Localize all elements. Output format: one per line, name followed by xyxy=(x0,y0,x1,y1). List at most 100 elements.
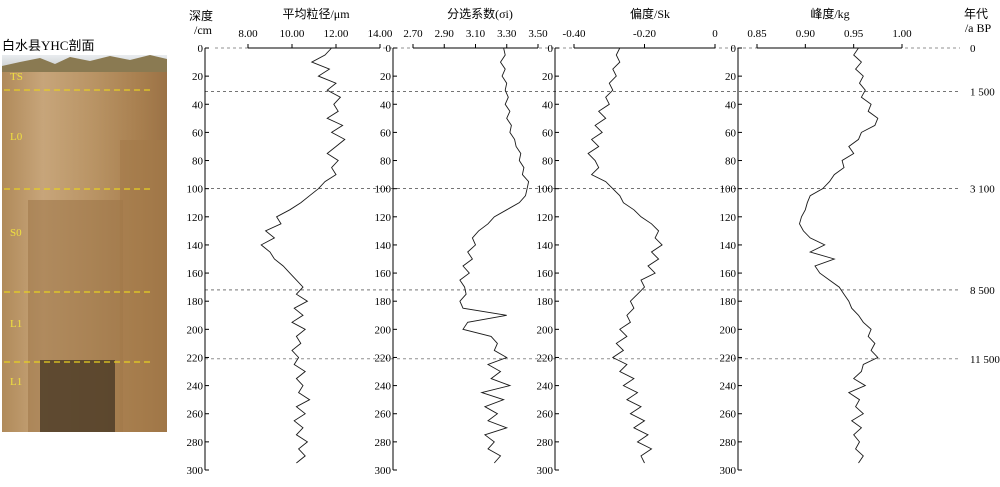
panel-x-tick-label: 3.50 xyxy=(528,28,548,40)
depth-tick-label: 200 xyxy=(720,324,737,336)
panel-x-tick-label: -0.40 xyxy=(563,28,586,40)
depth-tick-label: 80 xyxy=(542,156,554,168)
profile-layer-lines: TS L0 S0 L1 L1 xyxy=(4,71,150,388)
depth-tick-label: 280 xyxy=(720,437,737,449)
depth-tick-label: 120 xyxy=(375,212,392,224)
panel-x-tick-label: 10.00 xyxy=(280,28,305,40)
depth-tick-label: 20 xyxy=(380,71,392,83)
depth-tick-label: 80 xyxy=(192,156,204,168)
depth-tick-label: 140 xyxy=(720,240,737,252)
depth-tick-label: 260 xyxy=(720,409,737,421)
depth-tick-label: 260 xyxy=(375,409,392,421)
panel-title: 偏度/Sk xyxy=(630,6,670,21)
depth-tick-label: 220 xyxy=(187,352,204,364)
depth-tick-label: 40 xyxy=(725,99,737,111)
age-label: 0 xyxy=(970,43,976,55)
age-column: 0 1 500 3 100 8 500 11 500 xyxy=(970,43,1000,366)
depth-tick-label: 180 xyxy=(720,296,737,308)
depth-tick-label: 160 xyxy=(720,268,737,280)
age-label: 1 500 xyxy=(970,87,995,99)
chart-panel: 峰度/kg 0.85 0.90 0.95 1.00 xyxy=(747,6,912,464)
depth-tick-label: 120 xyxy=(187,212,204,224)
depth-tick-label: 160 xyxy=(375,268,392,280)
depth-tick-label: 120 xyxy=(720,212,737,224)
depth-header-title: 深度 xyxy=(189,8,213,23)
depth-tick-label: 60 xyxy=(542,127,554,139)
depth-tick-label: 240 xyxy=(375,381,392,393)
depth-tick-label: 260 xyxy=(187,409,204,421)
panel-x-tick-label: 14.00 xyxy=(368,28,393,40)
age-header-title: 年代 xyxy=(964,7,988,21)
panel-x-tick-label: 12.00 xyxy=(324,28,349,40)
depth-tick-label: 300 xyxy=(720,465,737,477)
profile-layer-label: S0 xyxy=(10,227,22,239)
depth-tick-label: 0 xyxy=(548,43,554,55)
depth-tick-label: 160 xyxy=(187,268,204,280)
depth-tick-label: 140 xyxy=(375,240,392,252)
data-series-line xyxy=(587,47,663,464)
depth-tick-label: 220 xyxy=(537,352,554,364)
depth-tick-label: 240 xyxy=(187,381,204,393)
depth-tick-label: 80 xyxy=(380,156,392,168)
depth-tick-label: 200 xyxy=(375,324,392,336)
depth-tick-label: 280 xyxy=(187,437,204,449)
chart-panel: 分选系数(σi) 2.70 2.90 3.10 3.30 3.50 xyxy=(403,6,548,464)
profile-photo xyxy=(2,55,167,432)
depth-tick-label: 160 xyxy=(537,268,554,280)
panel-x-tick-label: -0.20 xyxy=(633,28,656,40)
depth-tick-label: 280 xyxy=(537,437,554,449)
age-header-unit: /a BP xyxy=(965,21,992,35)
depth-tick-label: 220 xyxy=(375,352,392,364)
depth-tick-label: 60 xyxy=(380,127,392,139)
panel-x-tick-label: 0.90 xyxy=(796,28,816,40)
panel-title: 平均粒径/μm xyxy=(282,6,350,21)
panel-title: 分选系数(σi) xyxy=(447,6,513,21)
depth-tick-label: 60 xyxy=(192,127,204,139)
depth-tick-label: 300 xyxy=(537,465,554,477)
depth-tick-label: 40 xyxy=(192,99,204,111)
data-series-line xyxy=(260,47,346,464)
age-label: 8 500 xyxy=(970,285,995,297)
depth-tick-label: 100 xyxy=(375,184,392,196)
depth-tick-label: 20 xyxy=(192,71,204,83)
panel-x-tick-label: 2.90 xyxy=(435,28,455,40)
depth-tick-label: 240 xyxy=(537,381,554,393)
profile-layer-label: TS xyxy=(10,71,23,83)
depth-header: 深度 /cm xyxy=(189,8,213,37)
panel-title: 峰度/kg xyxy=(810,6,849,21)
depth-tick-label: 180 xyxy=(375,296,392,308)
age-header: 年代 /a BP xyxy=(964,7,992,35)
depth-tick-label: 0 xyxy=(731,43,737,55)
panel-x-tick-label: 0 xyxy=(712,28,718,40)
depth-tick-label: 20 xyxy=(725,71,737,83)
chart-panel: 平均粒径/μm 8.00 10.00 12.00 14.00 xyxy=(238,6,393,464)
depth-tick-label: 140 xyxy=(187,240,204,252)
panel-x-tick-label: 0.85 xyxy=(747,28,767,40)
depth-tick-label: 280 xyxy=(375,437,392,449)
panel-x-tick-label: 2.70 xyxy=(403,28,423,40)
depth-tick-label: 100 xyxy=(720,184,737,196)
chart-panels: 平均粒径/μm 8.00 10.00 12.00 14.00 分选系数(σi) 2.70 2.… xyxy=(238,6,912,464)
profile-layer-label: L1 xyxy=(10,376,22,388)
data-series-line xyxy=(799,47,879,464)
profile-layer-label: L0 xyxy=(10,131,23,143)
panel-x-tick-label: 1.00 xyxy=(892,28,912,40)
age-label: 3 100 xyxy=(970,184,995,196)
depth-tick-label: 300 xyxy=(375,465,392,477)
depth-tick-label: 120 xyxy=(537,212,554,224)
depth-tick-label: 200 xyxy=(537,324,554,336)
depth-tick-label: 260 xyxy=(537,409,554,421)
age-label: 11 500 xyxy=(970,354,1000,366)
depth-tick-label: 0 xyxy=(198,43,204,55)
depth-tick-label: 80 xyxy=(725,156,737,168)
depth-tick-label: 220 xyxy=(720,352,737,364)
profile-layer-label: L1 xyxy=(10,318,22,330)
depth-tick-label: 180 xyxy=(537,296,554,308)
depth-tick-label: 20 xyxy=(542,71,554,83)
data-series-line xyxy=(459,47,530,464)
depth-tick-label: 300 xyxy=(187,465,204,477)
panel-x-tick-label: 0.95 xyxy=(844,28,864,40)
depth-tick-label: 0 xyxy=(386,43,392,55)
depth-tick-label: 100 xyxy=(187,184,204,196)
